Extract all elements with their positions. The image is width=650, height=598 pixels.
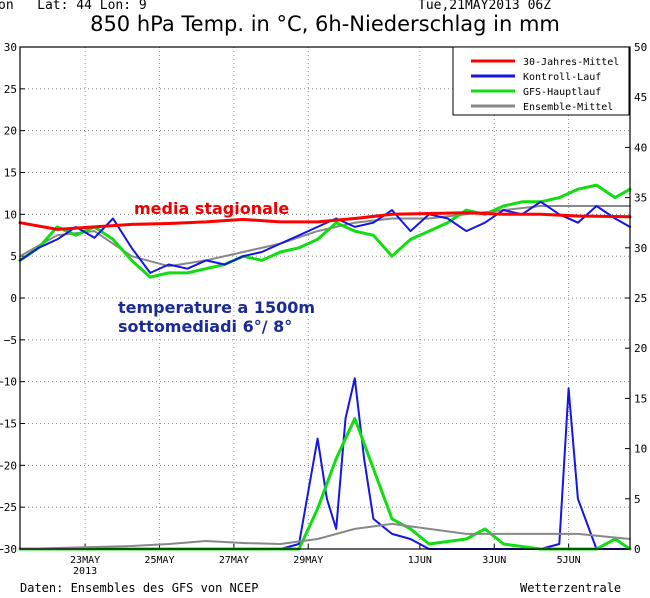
y-left-tick-label: 25 [4,83,17,96]
legend-label: Ensemble-Mittel [523,102,613,113]
y-right-tick-label: 45 [634,91,647,104]
x-tick-label: 3JUN [482,555,506,566]
y-right-tick-label: 15 [634,392,647,405]
y-left-tick-label: 10 [4,208,17,221]
y-left-tick-label: −30 [0,543,17,556]
x-tick-label: 29MAY [293,555,323,566]
run-date-label: Tue,21MAY2013 06Z [418,0,552,13]
temp-line-kontroll-lauf [19,200,631,274]
y-left-tick-label: 0 [10,292,17,305]
x-tick-label: 27MAY [219,555,249,566]
x-tick-label: 1JUN [408,555,432,566]
annotation-seasonal-average: media stagionale [134,199,289,218]
plot-frame [19,46,631,550]
annotation-temperature-line1: temperature a 1500m [118,298,315,317]
y-left-tick-label: 30 [4,41,17,54]
legend-label: 30-Jahres-Mittel [523,57,619,68]
y-left-tick-label: 15 [4,167,17,180]
precip-line-ensemble-mittel [19,522,631,550]
y-right-tick-label: 50 [634,41,647,54]
y-right-tick-label: 0 [634,543,641,556]
x-tick-label: 23MAY [70,555,100,566]
y-left-tick-label: −25 [0,501,17,514]
brand-label: Wetterzentrale [520,581,622,595]
location-label: on Lat: 44 Lon: 9 [0,0,147,13]
legend-box [452,46,630,116]
y-right-tick-label: 20 [634,342,647,355]
legend-label: Kontroll-Lauf [523,72,601,83]
x-tick-label: 25MAY [144,555,174,566]
temp-line-30-jahres-mittel [18,211,632,231]
annotation-temperature-line2: sottomediadi 6°/ 8° [118,317,292,336]
legend-label: GFS-Hauptlauf [523,87,601,98]
y-left-tick-label: −10 [0,376,17,389]
y-right-tick-label: 35 [634,192,647,205]
y-right-tick-label: 25 [634,292,647,305]
y-right-tick-label: 5 [634,493,641,506]
x-tick-label: 5JUN [557,555,581,566]
y-left-tick-label: 5 [10,250,17,263]
x-tick-year-label: 2013 [73,566,97,577]
data-source-label: Daten: Ensembles des GFS von NCEP [20,581,259,595]
y-left-tick-label: −20 [0,459,17,472]
y-right-tick-label: 30 [634,242,647,255]
temp-line-gfs-hauptlauf [18,183,632,279]
y-right-tick-label: 40 [634,141,647,154]
y-left-tick-label: 20 [4,125,17,138]
y-right-tick-label: 10 [634,443,647,456]
y-left-tick-label: −15 [0,418,17,431]
chart-title: 850 hPa Temp. in °C, 6h-Niederschlag in … [90,12,560,36]
y-left-tick-label: −5 [4,334,17,347]
